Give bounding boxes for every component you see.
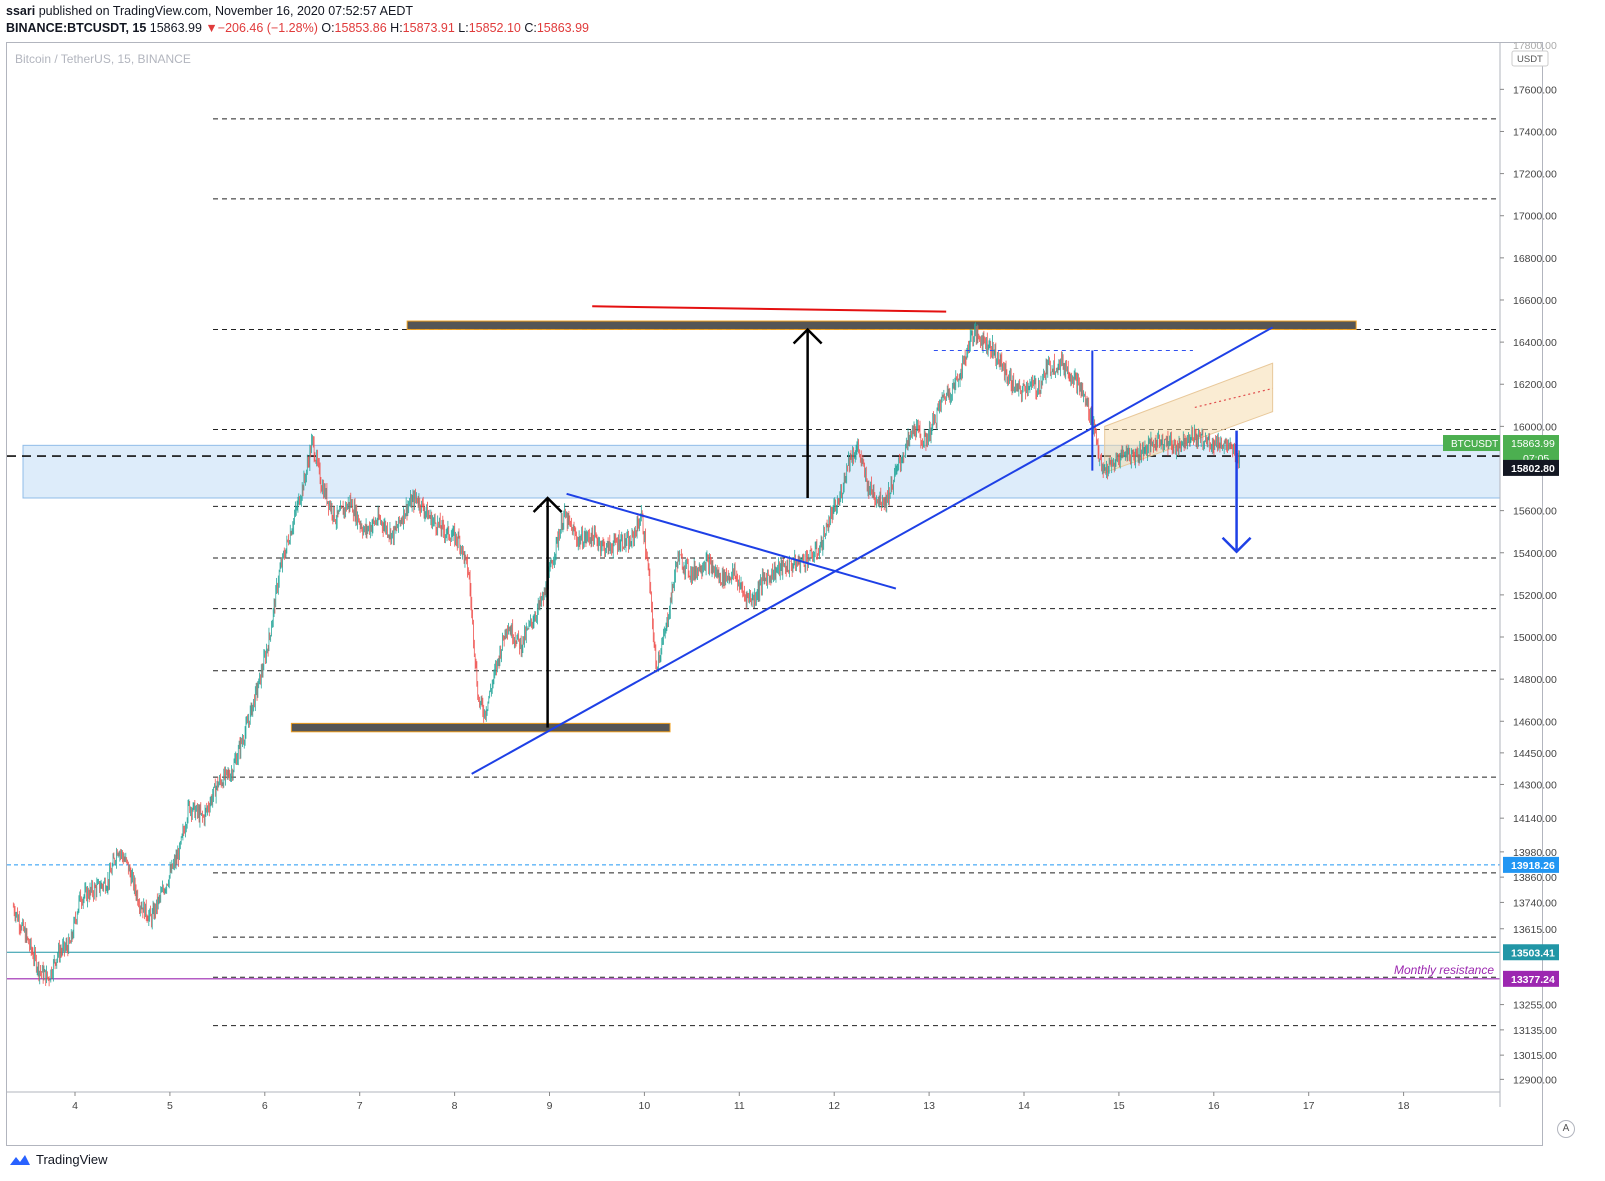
measured-move-arrow-up-2-head <box>792 327 823 345</box>
time-tick-label: 14 <box>1018 1100 1030 1112</box>
ohlc-legend: BINANCE:BTCUSDT, 15 15863.99 ▼−206.46 (−… <box>6 21 589 35</box>
time-tick-label: 10 <box>639 1100 651 1112</box>
price-tick-label: 14300.00 <box>1513 779 1557 791</box>
time-tick-label: 18 <box>1398 1100 1410 1112</box>
level-label-13377-bg <box>1503 970 1559 987</box>
target-arrow-down-head <box>1221 536 1252 554</box>
level-label-13918: 13918.26 <box>1511 860 1555 872</box>
price-tick-label: 17600.00 <box>1513 84 1557 96</box>
price-tick-label: 16200.00 <box>1513 379 1557 391</box>
price-tick-label: 15400.00 <box>1513 548 1557 560</box>
price-tick-label: 13135.00 <box>1513 1025 1557 1037</box>
chart-watermark: Bitcoin / TetherUS, 15, BINANCE <box>15 52 191 66</box>
level-label-13503: 13503.41 <box>1511 947 1555 959</box>
price-tick-label: 14600.00 <box>1513 716 1557 728</box>
time-tick-label: 12 <box>828 1100 840 1112</box>
price-tick-label: 13740.00 <box>1513 897 1557 909</box>
symbol-tag-bg <box>1443 435 1500 452</box>
auto-scale-button[interactable]: A <box>1557 1120 1575 1138</box>
publisher-name[interactable]: ssari <box>6 4 36 18</box>
time-tick-label: 5 <box>167 1100 173 1112</box>
low-value: 15852.10 <box>468 21 521 35</box>
price-tick-label: 16000.00 <box>1513 421 1557 433</box>
price-tick-label: 17000.00 <box>1513 211 1557 223</box>
price-tick-label: 13255.00 <box>1513 1000 1557 1012</box>
time-tick-label: 16 <box>1208 1100 1220 1112</box>
time-tick-label: 8 <box>452 1100 458 1112</box>
measured-move-arrow-up-1-head <box>532 496 563 513</box>
brand-label: TradingView <box>36 1152 108 1167</box>
price-tick-label: 13980.00 <box>1513 847 1557 859</box>
crosshair-price-label: 15802.80 <box>1511 463 1555 475</box>
time-tick-label: 15 <box>1113 1100 1125 1112</box>
high-value: 15873.91 <box>402 21 455 35</box>
change-down-icon: ▼ <box>205 21 218 35</box>
price-tick-label: 16400.00 <box>1513 337 1557 349</box>
time-tick-label: 6 <box>262 1100 268 1112</box>
level-label-13377: 13377.24 <box>1511 974 1555 986</box>
change-value: −206.46 (−1.28%) <box>217 21 318 35</box>
price-tick-label: 15200.00 <box>1513 590 1557 602</box>
last-price: 15863.99 <box>149 21 202 35</box>
price-tick-label: 13860.00 <box>1513 872 1557 884</box>
support-box <box>290 722 671 733</box>
close-value: 15863.99 <box>536 21 589 35</box>
level-label-13918-bg <box>1503 856 1559 873</box>
price-tick-label: 14140.00 <box>1513 813 1557 825</box>
published-text: published on TradingView.com, November 1… <box>38 4 413 18</box>
support-resistance-zone <box>22 444 1501 499</box>
falling-trendline <box>566 492 897 590</box>
close-label: C: <box>524 21 537 35</box>
price-tick-label: 16800.00 <box>1513 253 1557 265</box>
price-tick-label: 13015.00 <box>1513 1050 1557 1062</box>
red-resistance-line <box>592 305 947 313</box>
level-label-13503-bg <box>1503 944 1559 961</box>
price-tick-label: 17400.00 <box>1513 126 1557 138</box>
monthly-resistance-label: Monthly resistance <box>1394 963 1494 977</box>
publish-info: ssari published on TradingView.com, Nove… <box>6 4 413 18</box>
tradingview-logo[interactable]: TradingView <box>8 1152 108 1167</box>
time-tick-label: 11 <box>734 1100 745 1112</box>
symbol-tag: BTCUSDT <box>1451 439 1498 450</box>
currency-badge[interactable] <box>1511 50 1549 67</box>
low-label: L: <box>458 21 469 35</box>
price-tick-label: 15000.00 <box>1513 632 1557 644</box>
crosshair-price-label-bg <box>1503 459 1559 476</box>
price-tick-label: 14800.00 <box>1513 674 1557 686</box>
open-label: O: <box>321 21 335 35</box>
last-price-label: 15863.99 <box>1511 438 1555 450</box>
candles <box>12 322 1240 987</box>
time-tick-label: 13 <box>923 1100 935 1112</box>
price-tick-label: 12900.00 <box>1513 1074 1557 1086</box>
tradingview-icon <box>10 1154 30 1165</box>
time-tick-label: 4 <box>72 1100 78 1112</box>
open-value: 15853.86 <box>334 21 387 35</box>
currency-badge-label: USDT <box>1517 54 1543 65</box>
symbol-label: BINANCE:BTCUSDT, 15 <box>6 21 147 35</box>
time-tick-label: 17 <box>1303 1100 1315 1112</box>
wedge-midline <box>1194 387 1273 408</box>
price-tick-label: 16600.00 <box>1513 295 1557 307</box>
price-tick-label-top: 17800.00 <box>1513 40 1557 52</box>
resistance-box <box>406 320 1357 330</box>
price-tick-label: 17200.00 <box>1513 169 1557 181</box>
price-tick-label: 13615.00 <box>1513 924 1557 936</box>
time-tick-label: 9 <box>547 1100 553 1112</box>
price-tick-label: 14450.00 <box>1513 748 1557 760</box>
chart-pane[interactable] <box>6 42 1543 1146</box>
high-label: H: <box>390 21 403 35</box>
rising-trendline <box>471 326 1274 775</box>
time-tick-label: 7 <box>357 1100 363 1112</box>
price-tick-label: 15600.00 <box>1513 506 1557 518</box>
